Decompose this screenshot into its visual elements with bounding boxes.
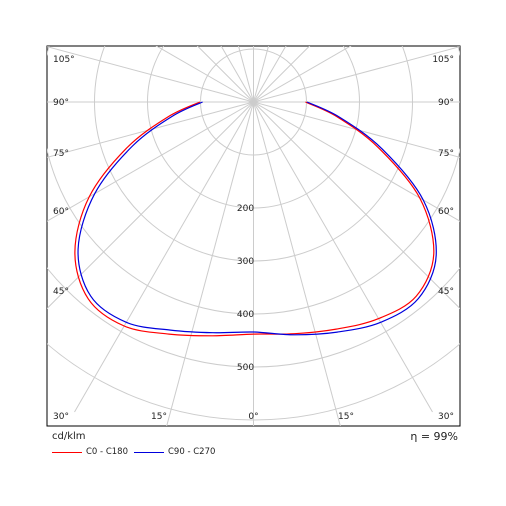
grid-spoke--45 <box>47 101 254 310</box>
legend-swatch-c90-c270 <box>134 451 164 453</box>
legend-swatch-c0-c180 <box>52 451 82 453</box>
radial-tick-label-300: 300 <box>237 257 254 267</box>
grid-spoke--15 <box>166 101 254 426</box>
grid-spoke-120 <box>253 46 352 103</box>
grid-spoke--60 <box>47 101 254 222</box>
legend-label-c0-c180: C0 - C180 <box>86 447 128 457</box>
grid-spoke--120 <box>155 46 254 103</box>
curve-series-1 <box>77 101 437 336</box>
legend-item-c0-c180: C0 - C180 <box>52 446 128 458</box>
unit-label: cd/klm <box>52 431 86 442</box>
grid-spoke-135 <box>253 46 311 103</box>
grid-spoke--30 <box>74 101 254 413</box>
grid-spoke-150 <box>253 46 287 103</box>
angle-label-right-3: 60° <box>438 207 454 217</box>
grid-spoke-15 <box>253 101 341 426</box>
grid-spoke--150 <box>220 46 254 103</box>
grid-spoke-75 <box>253 101 460 158</box>
angle-label-right-0: 105° <box>432 55 454 65</box>
radial-tick-label-200: 200 <box>237 204 254 214</box>
grid-spoke--75 <box>47 101 254 158</box>
grid-spoke--105 <box>47 46 254 103</box>
legend-label-c90-c270: C90 - C270 <box>168 447 216 457</box>
angle-label-right-4: 45° <box>438 287 454 297</box>
grid-spoke-105 <box>253 46 460 103</box>
efficiency-label: η = 99% <box>410 430 458 443</box>
angle-label-left-3: 60° <box>53 207 69 217</box>
angle-label-right-5: 30° <box>438 412 454 422</box>
angle-label-left-0: 105° <box>53 55 75 65</box>
angle-label-bottom-0: 0° <box>248 412 258 422</box>
grid-spoke--135 <box>196 46 254 103</box>
curve-series-0 <box>74 101 435 337</box>
angle-label-left-4: 45° <box>53 287 69 297</box>
grid-spoke-45 <box>253 101 460 310</box>
grid-spoke-30 <box>253 101 433 413</box>
polar-grid <box>47 46 460 426</box>
radial-tick-label-500: 500 <box>237 363 254 373</box>
axis-labels: 200 300 400 500 105° 90° 75° 60° 45° 30° 15° 105° 90… <box>53 55 454 422</box>
angle-label-right-1: 90° <box>438 98 454 108</box>
angle-label-left-6: 15° <box>151 412 167 422</box>
angle-label-right-6: 15° <box>338 412 354 422</box>
angle-label-right-2: 75° <box>438 149 454 159</box>
radial-tick-label-400: 400 <box>237 310 254 320</box>
angle-label-left-5: 30° <box>53 412 69 422</box>
angle-label-left-2: 75° <box>53 149 69 159</box>
curves <box>74 101 437 337</box>
legend-item-c90-c270: C90 - C270 <box>134 446 215 458</box>
angle-label-left-1: 90° <box>53 98 69 108</box>
grid-spoke-60 <box>253 101 460 222</box>
